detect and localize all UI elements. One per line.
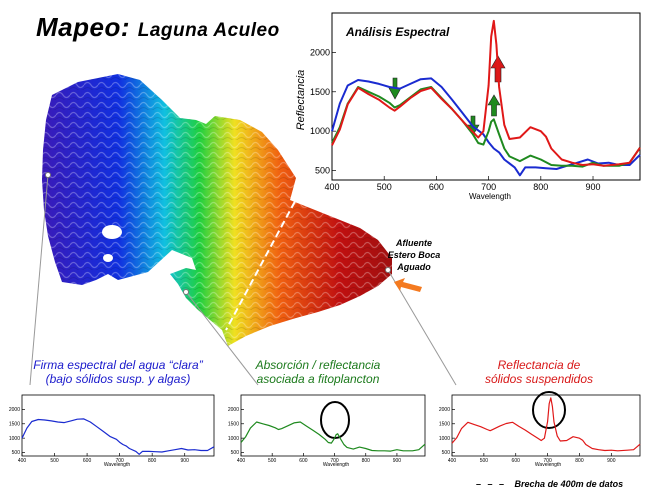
main-y-tick-label: 500 bbox=[315, 166, 330, 176]
solids-x-tick-label: 400 bbox=[448, 458, 457, 464]
solids-y-tick-label: 2000 bbox=[439, 407, 450, 413]
page-title: Mapeo: Laguna Aculeo bbox=[36, 12, 280, 43]
main-x-tick-label: 600 bbox=[429, 182, 444, 192]
solids-x-axis-label: Wavelength bbox=[535, 462, 561, 468]
phyto-series-line-green bbox=[240, 421, 426, 452]
main-x-tick-label: 800 bbox=[533, 182, 548, 192]
spectrum-chart-phytoplankton: Wavelength 500 1000 1500 2000 400 500 600 700 80… bbox=[228, 394, 426, 468]
caption-solids-line-2: sólidos suspendidos bbox=[484, 372, 594, 386]
title-main: Mapeo: bbox=[36, 12, 130, 42]
caption-suspended-solids: Reflectancia de sólidos suspendidos bbox=[456, 358, 622, 386]
phyto-x-tick-label: 800 bbox=[362, 458, 371, 464]
phyto-x-tick-label: 500 bbox=[268, 458, 277, 464]
clear-series-line-blue bbox=[21, 418, 215, 455]
caption-clear-line-2: (bajo sólidos susp. y algas) bbox=[45, 372, 191, 386]
main-x-axis-label: Wavelength bbox=[469, 192, 511, 201]
solids-y-tick-label: 500 bbox=[442, 450, 451, 456]
main-x-tick-label: 700 bbox=[481, 182, 496, 192]
solids-x-tick-label: 700 bbox=[543, 458, 552, 464]
title-sub: Laguna Aculeo bbox=[137, 20, 280, 41]
solids-y-tick-label: 1000 bbox=[439, 436, 450, 442]
phyto-plot-frame bbox=[240, 394, 426, 457]
footnote-text: Brecha de 400m de datos bbox=[514, 479, 624, 489]
spectrum-chart-clear-water: Wavelength 500 1000 1500 2000 400 500 600 700 80… bbox=[9, 394, 215, 468]
caption-phyto-line-1: Absorción / reflectancia bbox=[255, 358, 381, 372]
leader-line-clear bbox=[29, 174, 49, 386]
clear-y-tick-label: 2000 bbox=[9, 407, 20, 413]
footnote-dash-icon: – – – bbox=[476, 479, 507, 489]
green-up-arrow-icon bbox=[487, 94, 501, 117]
footnote: – – – Brecha de 400m de datos bbox=[476, 479, 623, 489]
main-x-tick-label: 900 bbox=[586, 182, 601, 192]
caption-clear-line-1: Firma espectral del agua “clara” bbox=[33, 358, 203, 372]
solids-x-tick-label: 900 bbox=[607, 458, 616, 464]
phyto-x-tick-label: 900 bbox=[393, 458, 402, 464]
main-series-line-green bbox=[331, 86, 641, 168]
main-series-line-blue bbox=[331, 77, 641, 177]
data-gap-line bbox=[225, 191, 301, 331]
clear-x-tick-label: 600 bbox=[83, 458, 92, 464]
phyto-x-tick-label: 400 bbox=[237, 458, 246, 464]
main-plot-frame bbox=[331, 12, 641, 181]
solids-x-tick-label: 600 bbox=[512, 458, 521, 464]
inflow-label-1: Afluente bbox=[395, 238, 432, 248]
solids-x-tick-label: 800 bbox=[575, 458, 584, 464]
caption-phyto-line-2: asociada a fitoplancton bbox=[256, 372, 380, 386]
solids-y-tick-label: 1500 bbox=[439, 421, 450, 427]
caption-clear-water: Firma espectral del agua “clara” (bajo s… bbox=[20, 358, 216, 386]
inflow-arrow-icon bbox=[394, 278, 422, 292]
inflow-label-2: Estero Boca bbox=[388, 250, 441, 260]
highlight-circle-phyto bbox=[320, 401, 350, 439]
clear-x-tick-label: 700 bbox=[115, 458, 124, 464]
solids-series-line-red bbox=[451, 397, 641, 452]
main-y-axis-label: Reflectancia bbox=[295, 70, 307, 131]
solids-plot-frame bbox=[451, 394, 641, 457]
sample-point-clear bbox=[45, 172, 51, 178]
sample-point-phyto bbox=[183, 289, 189, 295]
main-chart-title: Análisis Espectral bbox=[345, 25, 450, 39]
phyto-x-axis-label: Wavelength bbox=[323, 462, 349, 468]
leader-line-phyto bbox=[185, 291, 259, 386]
lake-shape bbox=[42, 74, 392, 346]
main-spectral-chart: Análisis Espectral Reflectancia Waveleng… bbox=[295, 12, 641, 201]
clear-x-tick-label: 800 bbox=[148, 458, 157, 464]
phyto-y-tick-label: 1000 bbox=[228, 436, 239, 442]
clear-x-axis-label: Wavelength bbox=[104, 462, 130, 468]
sample-point-solids bbox=[385, 267, 391, 273]
clear-y-tick-label: 1000 bbox=[9, 436, 20, 442]
phyto-x-tick-label: 600 bbox=[299, 458, 308, 464]
clear-x-tick-label: 900 bbox=[181, 458, 190, 464]
phyto-x-tick-label: 700 bbox=[330, 458, 339, 464]
solids-x-tick-label: 500 bbox=[480, 458, 489, 464]
main-y-tick-label: 2000 bbox=[310, 47, 330, 57]
phyto-y-tick-label: 500 bbox=[231, 450, 240, 456]
phyto-y-tick-label: 2000 bbox=[228, 407, 239, 413]
clear-plot-frame bbox=[21, 394, 215, 457]
caption-phytoplankton: Absorción / reflectancia asociada a fito… bbox=[238, 358, 398, 386]
clear-y-tick-label: 500 bbox=[12, 450, 21, 456]
clear-x-tick-label: 400 bbox=[18, 458, 27, 464]
caption-solids-line-1: Reflectancia de bbox=[497, 358, 581, 372]
main-series-line-red bbox=[331, 19, 641, 167]
phyto-y-tick-label: 1500 bbox=[228, 421, 239, 427]
clear-x-tick-label: 500 bbox=[50, 458, 59, 464]
highlight-circle-solids bbox=[532, 391, 566, 429]
inflow-label-3: Aguado bbox=[396, 262, 431, 272]
main-y-tick-label: 1500 bbox=[310, 87, 330, 97]
main-y-tick-label: 1000 bbox=[310, 126, 330, 136]
clear-y-tick-label: 1500 bbox=[9, 421, 20, 427]
spectrum-chart-suspended-solids: Wavelength 500 1000 1500 2000 400 500 600 700 80… bbox=[439, 391, 641, 468]
main-x-tick-label: 400 bbox=[324, 182, 339, 192]
main-x-tick-label: 500 bbox=[377, 182, 392, 192]
